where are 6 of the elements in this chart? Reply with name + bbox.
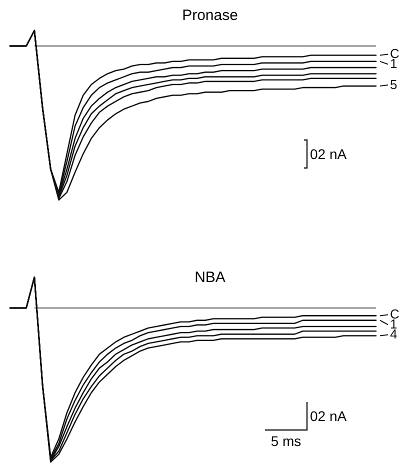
- annotation: 02 nA: [310, 146, 348, 162]
- legend-label: 5: [390, 77, 398, 92]
- chart-title: NBA: [194, 269, 226, 286]
- annotation: 02 nA: [310, 408, 348, 424]
- annotation: 5 ms: [270, 433, 302, 449]
- chart-title: Pronase: [182, 7, 238, 24]
